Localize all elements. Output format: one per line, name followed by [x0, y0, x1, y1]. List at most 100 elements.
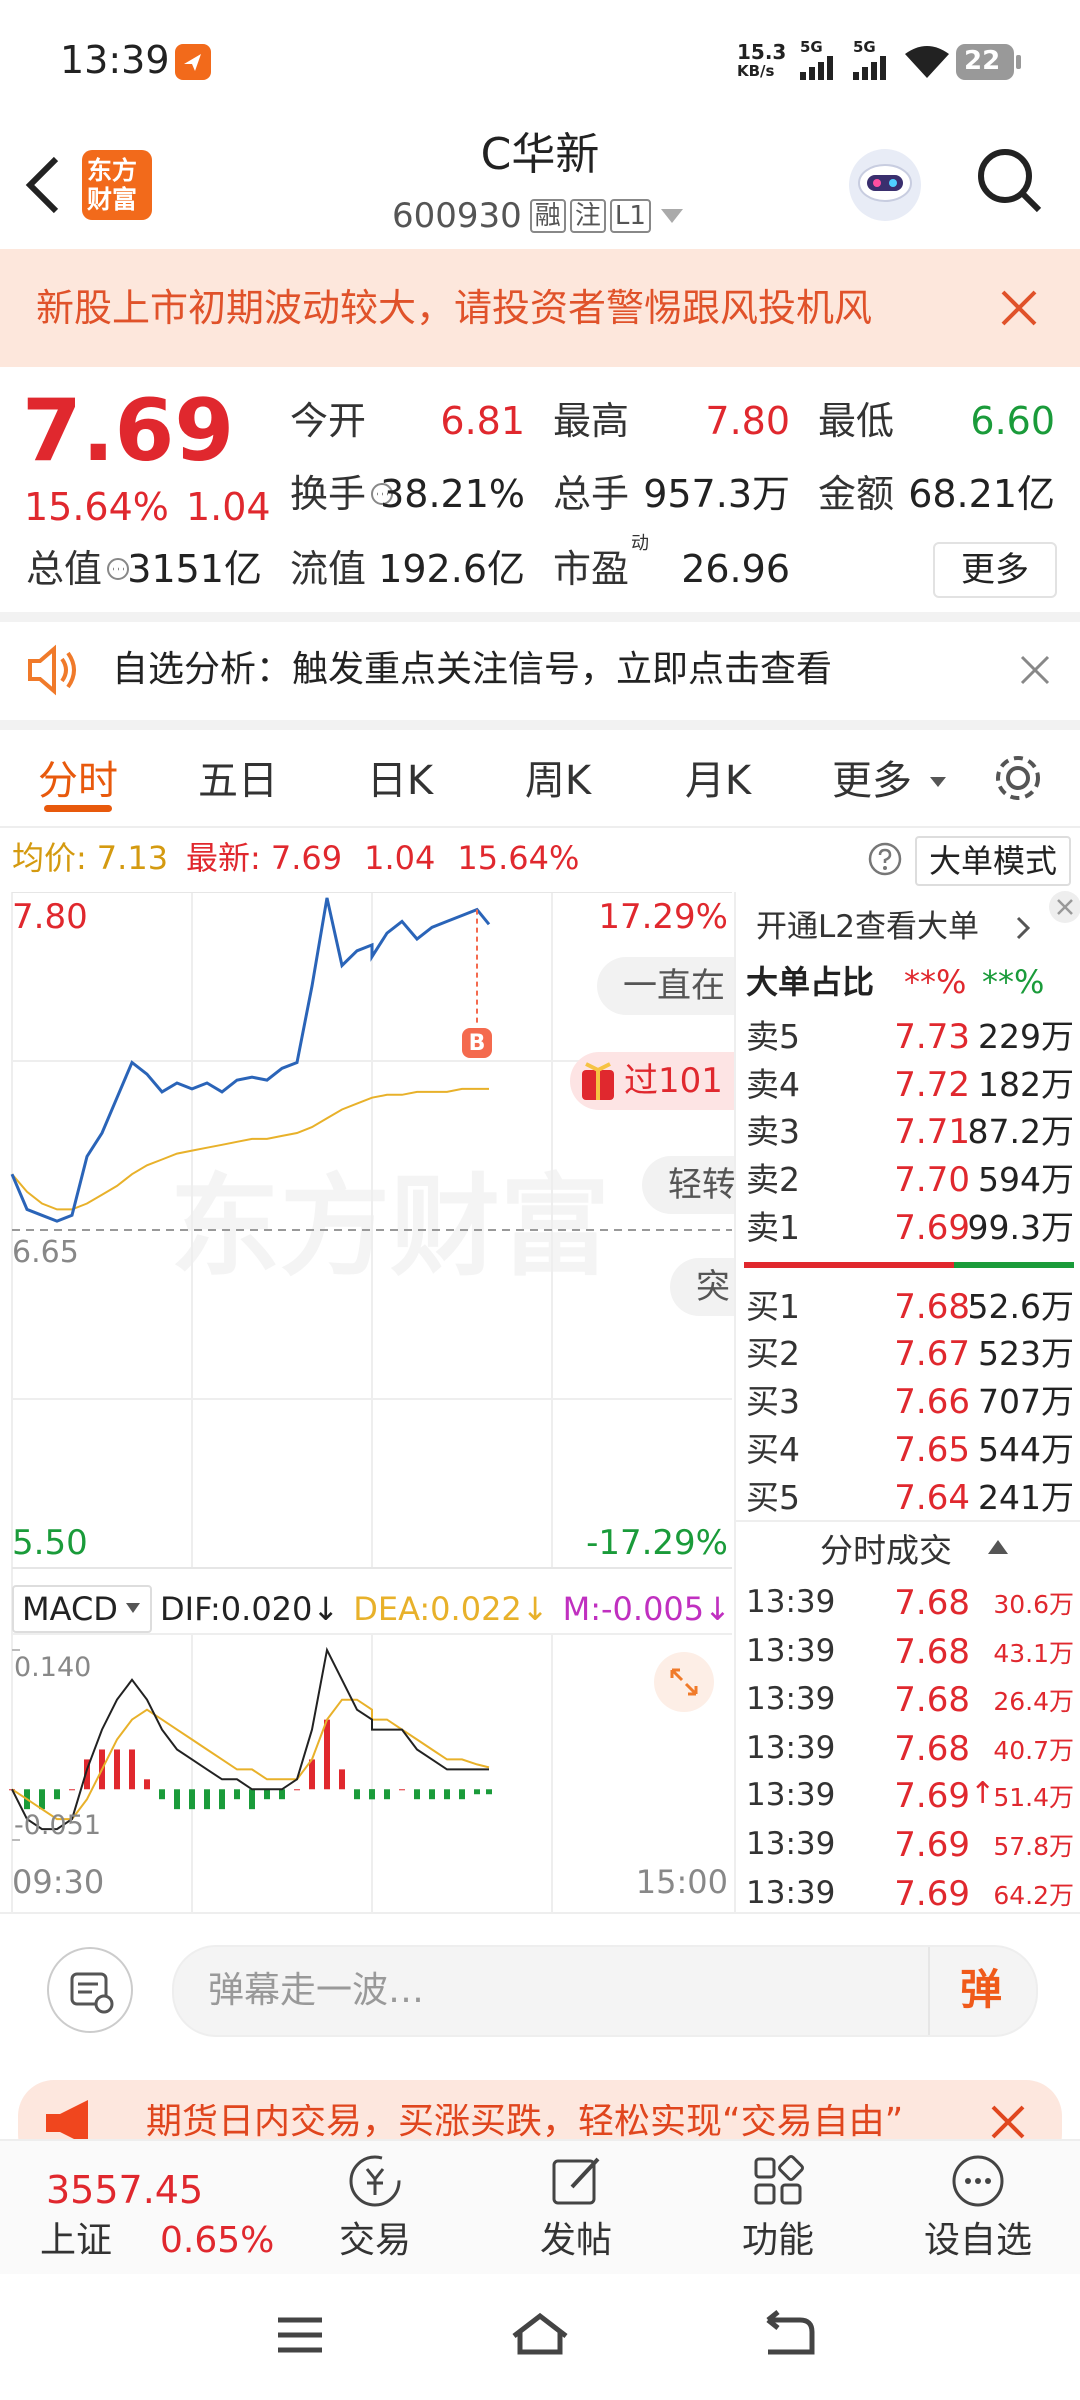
signal-icons — [800, 56, 886, 80]
book-level: 买5 — [746, 1478, 800, 1517]
search-button[interactable] — [975, 146, 1045, 216]
field-label: 最低 — [818, 399, 895, 443]
event-bubble[interactable]: 一直在 — [597, 957, 734, 1015]
change: 1.04 — [186, 485, 271, 529]
trade-volume: 43.1万 — [993, 1639, 1074, 1668]
trade-time: 13:39 — [746, 1777, 836, 1813]
danmaku-button[interactable]: 弹 — [960, 1965, 1003, 2014]
macd-bar — [444, 1789, 450, 1800]
mode-button[interactable]: 大单模式 — [915, 836, 1071, 886]
y-tick-label: 7.80 — [12, 897, 88, 937]
event-bubble-text: 过101 — [624, 1061, 723, 1101]
field-label-sup: 动 — [631, 533, 649, 554]
trade-volume: 30.6万 — [993, 1590, 1074, 1619]
dropdown-arrow[interactable] — [660, 209, 683, 223]
book-price: 7.68 — [894, 1287, 970, 1327]
help-icon[interactable] — [868, 842, 902, 876]
tab[interactable]: 月K — [684, 758, 752, 804]
event-bubble-text: 轻转 — [668, 1165, 734, 1205]
close-button[interactable] — [1000, 289, 1038, 327]
robot-icon[interactable] — [845, 145, 925, 225]
field-value: 6.81 — [440, 399, 525, 443]
ratio-bar-buy — [744, 1262, 954, 1268]
book-level: 卖2 — [746, 1160, 800, 1199]
event-bubble-text: 一直在 — [623, 966, 725, 1006]
event-bubble[interactable]: 轻转 — [642, 1156, 734, 1214]
tab[interactable]: 更多 — [832, 758, 912, 804]
net-speed: 15.3 — [737, 40, 787, 64]
latest-change: 1.04 — [364, 839, 436, 877]
divider — [736, 1520, 1080, 1522]
index-value[interactable]: 3557.45 — [46, 2168, 204, 2212]
close-button[interactable] — [990, 2104, 1026, 2140]
info-icon — [371, 483, 393, 505]
index-name[interactable]: 上证 — [40, 2220, 113, 2261]
logo: 东方 财富 — [82, 150, 152, 220]
m-label: M:-0.005↓ — [562, 1590, 731, 1628]
tab[interactable]: 周K — [524, 758, 592, 804]
field-label: 总手 — [553, 472, 630, 516]
dea-line — [11, 1698, 490, 1821]
macd-bar — [264, 1789, 270, 1800]
trade-time: 13:39 — [746, 1681, 836, 1717]
index-change[interactable]: 0.65% — [160, 2220, 275, 2261]
event-bubble[interactable]: 过101 — [570, 1052, 734, 1110]
macd-bar — [429, 1789, 435, 1800]
nav-label[interactable]: 设自选 — [923, 2220, 1032, 2261]
megaphone-icon — [46, 2100, 88, 2146]
macd-bar — [294, 1789, 300, 1791]
macd-bar — [39, 1789, 45, 1810]
warning-banner: 新股上市初期波动较大，请投资者警惕跟风投机风 — [0, 249, 1080, 367]
l2-promo[interactable]: 开通L2查看大单 — [756, 909, 979, 945]
book-volume: 594万 — [978, 1160, 1074, 1199]
x-tick-label: 09:30 — [12, 1863, 105, 1901]
book-price: 7.73 — [894, 1017, 970, 1057]
dif-label: DIF:0.020↓ — [160, 1590, 340, 1628]
logo-text: 东方 — [87, 156, 138, 185]
gift-icon — [582, 1062, 614, 1100]
buy-marker-label: B — [469, 1031, 486, 1056]
back-button[interactable] — [24, 155, 64, 215]
book-level: 买3 — [746, 1382, 800, 1421]
avg-line — [11, 1087, 489, 1211]
expand-button[interactable] — [652, 1650, 716, 1714]
danmaku-settings[interactable] — [46, 1946, 134, 2034]
signal-label: 5G — [853, 38, 876, 56]
nav-label[interactable]: 发帖 — [539, 2220, 612, 2261]
comment-input[interactable]: 弹幕走一波… 弹 — [172, 1945, 1038, 2037]
x-tick-label: 15:00 — [635, 1863, 728, 1901]
tab[interactable]: 五日 — [198, 758, 278, 804]
close-button[interactable] — [1048, 890, 1080, 924]
macd-selector[interactable]: MACD — [12, 1585, 152, 1633]
dropdown-arrow — [126, 1603, 140, 1613]
book-level: 买1 — [746, 1287, 800, 1326]
net-unit: KB/s — [737, 62, 775, 80]
function-icon — [754, 2155, 804, 2205]
book-price: 7.70 — [894, 1160, 970, 1200]
tab[interactable]: 分时 — [38, 758, 118, 804]
book-volume: 229万 — [978, 1017, 1074, 1056]
macd-bar — [159, 1789, 165, 1800]
settings-button[interactable] — [990, 750, 1046, 806]
book-level: 买2 — [746, 1334, 800, 1373]
notice-text[interactable]: 自选分析：触发重点关注信号，立即点击查看 — [112, 649, 833, 690]
divider — [0, 720, 1080, 730]
trade-volume: 40.7万 — [993, 1736, 1074, 1765]
book-volume: 241万 — [978, 1478, 1074, 1517]
field-label: 市盈 — [553, 547, 630, 591]
trade-price: 7.68 — [894, 1632, 970, 1672]
divider — [928, 1947, 930, 2035]
close-button[interactable] — [1020, 655, 1050, 685]
nav-label[interactable]: 功能 — [741, 2220, 814, 2261]
more-button[interactable]: 更多 — [933, 542, 1057, 598]
stock-tag: L1 — [609, 199, 651, 233]
warning-text: 新股上市初期波动较大，请投资者警惕跟风投机风 — [36, 286, 873, 330]
macd-bar — [114, 1749, 120, 1790]
latest-change-pct: 15.64% — [457, 839, 580, 877]
nav-label[interactable]: 交易 — [338, 2220, 411, 2261]
divider — [0, 1912, 1080, 1914]
tab[interactable]: 日K — [366, 758, 434, 804]
macd-bar — [384, 1789, 390, 1800]
event-bubble[interactable]: 突 — [670, 1258, 734, 1316]
